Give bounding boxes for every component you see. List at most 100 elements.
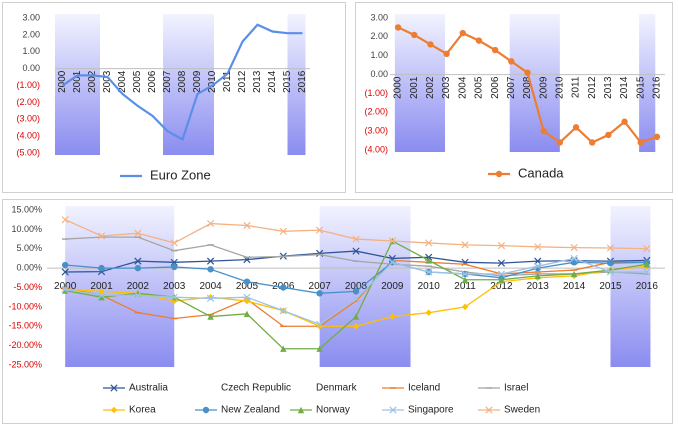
x-tick-label: 2008 — [522, 76, 533, 99]
marker — [498, 276, 505, 283]
marker — [98, 264, 105, 272]
x-tick-label: 2000 — [57, 70, 68, 93]
series-line — [61, 23, 303, 142]
marker — [606, 244, 615, 252]
x-tick-label: 2004 — [199, 281, 222, 292]
x-tick-label: 2001 — [72, 70, 83, 93]
marker — [497, 259, 506, 267]
marker — [461, 303, 469, 311]
marker — [425, 257, 432, 264]
y-tick-label: -10.00% — [8, 301, 42, 311]
x-tick-label: 2003 — [102, 70, 113, 93]
shaded-period — [65, 206, 175, 367]
x-tick-label: 2001 — [409, 76, 420, 99]
legend-label: Israel — [504, 383, 528, 394]
marker — [485, 406, 493, 414]
marker — [243, 293, 251, 301]
legend-label: Euro Zone — [150, 167, 211, 182]
marker — [643, 245, 651, 253]
marker — [206, 294, 215, 302]
marker — [207, 313, 214, 320]
x-tick-label: 2011 — [571, 76, 582, 98]
shaded-period — [163, 14, 214, 155]
marker — [388, 237, 396, 245]
x-tick-label: 2014 — [267, 70, 278, 93]
y-tick-label: 0.00% — [16, 263, 42, 273]
x-tick-label: 2007 — [309, 281, 332, 292]
marker — [170, 239, 178, 247]
marker — [637, 139, 644, 146]
x-tick-label: 2010 — [554, 76, 565, 99]
marker — [491, 46, 499, 54]
y-tick-label: 2.00 — [370, 31, 388, 41]
x-tick-label: 2005 — [474, 76, 485, 99]
marker — [206, 257, 215, 265]
x-tick-label: 2009 — [381, 281, 404, 292]
y-tick-label: 15.00% — [11, 204, 42, 214]
marker — [411, 31, 418, 39]
marker — [171, 297, 178, 305]
legend-label: Denmark — [316, 383, 358, 394]
marker — [607, 259, 614, 267]
marker — [316, 345, 323, 352]
x-tick-label: 2002 — [425, 76, 436, 99]
y-tick-label: 5.00% — [16, 243, 42, 253]
marker — [279, 227, 287, 235]
marker — [206, 219, 215, 228]
marker — [316, 320, 324, 328]
marker — [352, 288, 360, 295]
marker — [653, 133, 661, 140]
x-tick-label: 2005 — [236, 281, 259, 292]
y-tick-label: (4.00) — [16, 131, 40, 141]
x-tick-label: 2013 — [527, 281, 550, 292]
marker — [605, 131, 612, 139]
legend-label: Iceland — [408, 383, 440, 394]
marker — [243, 310, 251, 318]
marker — [280, 284, 287, 291]
shaded-period — [287, 14, 306, 155]
marker — [425, 268, 433, 276]
x-tick-label: 2005 — [132, 70, 143, 93]
marker — [243, 221, 251, 230]
y-tick-label: 2.00 — [22, 29, 40, 39]
marker — [352, 235, 360, 243]
y-tick-label: -25.00% — [8, 359, 42, 369]
x-tick-label: 2015 — [599, 281, 622, 292]
x-tick-label: 2007 — [506, 76, 517, 99]
y-tick-label: 1.00 — [22, 46, 40, 56]
marker — [556, 139, 564, 146]
marker — [459, 29, 466, 37]
x-tick-label: 2002 — [87, 70, 98, 93]
marker — [425, 309, 432, 316]
y-tick-label: (3.00) — [364, 126, 388, 136]
legend-label: Norway — [316, 405, 350, 416]
x-tick-label: 2003 — [441, 76, 452, 99]
x-tick-label: 2013 — [603, 76, 614, 99]
y-tick-label: (2.00) — [16, 97, 40, 107]
marker — [475, 37, 483, 44]
marker — [134, 291, 142, 299]
marker — [461, 276, 469, 283]
marker — [170, 258, 178, 266]
legend-label: Czech Republic — [221, 383, 291, 394]
y-tick-label: 3.00 — [370, 12, 388, 22]
marker — [61, 268, 69, 276]
x-tick-label: 2016 — [297, 70, 308, 93]
marker — [497, 242, 506, 250]
marker — [534, 262, 542, 270]
legend-label: Sweden — [504, 405, 540, 416]
y-tick-label: 10.00% — [11, 224, 42, 234]
marker — [352, 247, 360, 255]
marker — [589, 139, 596, 146]
marker — [389, 313, 396, 320]
x-tick-label: 2006 — [490, 76, 501, 99]
y-tick-label: 1.00 — [370, 50, 388, 60]
marker — [97, 291, 106, 299]
y-tick-label: (1.00) — [16, 80, 40, 90]
marker — [243, 278, 251, 285]
marker — [606, 268, 615, 276]
marker — [316, 226, 324, 234]
x-tick-label: 2014 — [619, 76, 630, 99]
x-tick-label: 2000 — [393, 76, 404, 99]
